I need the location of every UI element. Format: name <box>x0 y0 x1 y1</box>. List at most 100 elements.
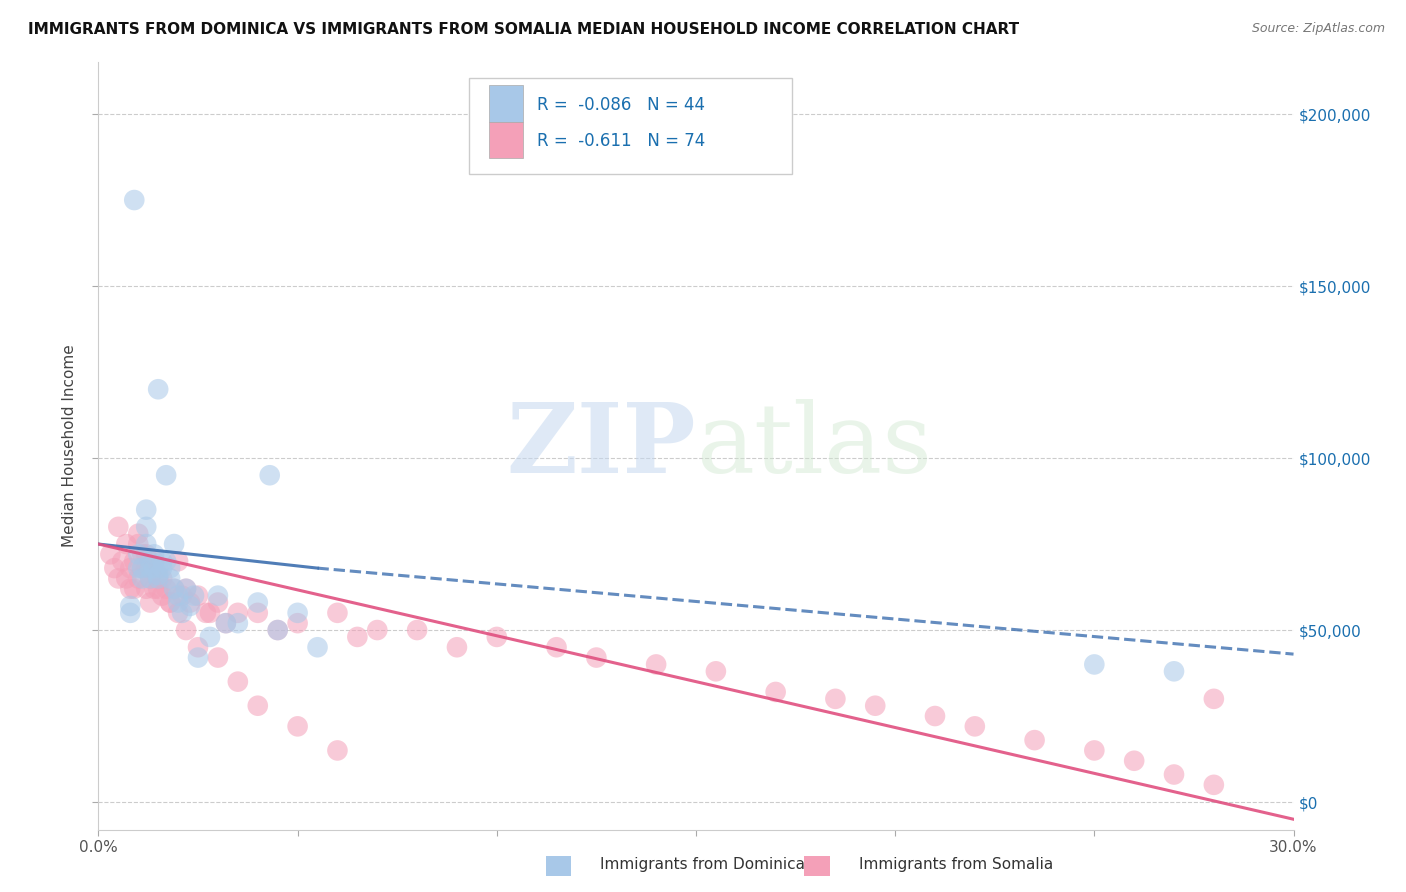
Point <box>150 561 173 575</box>
Point <box>187 650 209 665</box>
Point <box>215 616 238 631</box>
Point <box>127 561 149 575</box>
Point <box>195 606 218 620</box>
Point <box>172 606 194 620</box>
Point <box>120 606 142 620</box>
Point <box>139 571 162 585</box>
Point <box>163 582 186 596</box>
Point <box>865 698 887 713</box>
Point <box>115 537 138 551</box>
Point <box>187 589 209 603</box>
Point <box>127 571 149 585</box>
Text: R =  -0.086   N = 44: R = -0.086 N = 44 <box>537 95 704 113</box>
Point <box>159 561 181 575</box>
Point <box>139 554 162 568</box>
Point <box>198 606 221 620</box>
Point <box>226 616 249 631</box>
Point <box>307 640 329 655</box>
Point <box>585 650 607 665</box>
Point <box>107 520 129 534</box>
Point <box>127 537 149 551</box>
Point <box>183 589 205 603</box>
Text: Source: ZipAtlas.com: Source: ZipAtlas.com <box>1251 22 1385 36</box>
Point <box>207 650 229 665</box>
Point <box>963 719 986 733</box>
Point <box>135 502 157 516</box>
Point <box>207 595 229 609</box>
Point <box>546 640 568 655</box>
Point <box>226 674 249 689</box>
Point <box>111 554 134 568</box>
Point <box>124 554 146 568</box>
Point <box>207 589 229 603</box>
Point <box>267 623 290 637</box>
Point <box>198 630 221 644</box>
Point <box>167 595 190 609</box>
Point <box>167 554 190 568</box>
Point <box>124 193 146 207</box>
Point <box>115 571 138 585</box>
Point <box>366 623 388 637</box>
Point <box>1024 733 1046 747</box>
Point <box>120 561 142 575</box>
Text: Immigrants from Somalia: Immigrants from Somalia <box>859 857 1053 872</box>
Point <box>131 561 153 575</box>
Point <box>159 595 181 609</box>
Point <box>645 657 668 672</box>
Point <box>406 623 429 637</box>
Point <box>98 547 122 561</box>
Text: R =  -0.611   N = 74: R = -0.611 N = 74 <box>537 132 706 151</box>
Point <box>155 468 177 483</box>
Text: IMMIGRANTS FROM DOMINICA VS IMMIGRANTS FROM SOMALIA MEDIAN HOUSEHOLD INCOME CORR: IMMIGRANTS FROM DOMINICA VS IMMIGRANTS F… <box>28 22 1019 37</box>
Point <box>131 571 153 585</box>
Point <box>135 537 157 551</box>
Point <box>143 582 166 596</box>
Point <box>259 468 281 483</box>
Point <box>148 382 170 396</box>
Point <box>485 630 508 644</box>
Point <box>148 561 170 575</box>
Point <box>148 568 170 582</box>
Point <box>174 623 197 637</box>
Point <box>346 630 368 644</box>
Point <box>326 743 349 757</box>
Point <box>704 665 727 679</box>
FancyBboxPatch shape <box>489 121 523 158</box>
Point <box>226 606 249 620</box>
Point <box>127 547 149 561</box>
Text: Immigrants from Dominica: Immigrants from Dominica <box>600 857 806 872</box>
Point <box>246 606 269 620</box>
Point <box>135 561 157 575</box>
Point <box>1202 691 1225 706</box>
Point <box>135 520 157 534</box>
Point <box>139 595 162 609</box>
Point <box>120 582 142 596</box>
Point <box>179 599 201 613</box>
Point <box>446 640 468 655</box>
Point <box>107 571 129 585</box>
Point <box>824 691 846 706</box>
Point <box>187 640 209 655</box>
Point <box>1083 657 1105 672</box>
Point <box>139 561 162 575</box>
Point <box>246 595 269 609</box>
Point <box>179 595 201 609</box>
Point <box>150 589 173 603</box>
FancyBboxPatch shape <box>489 85 523 121</box>
Point <box>326 606 349 620</box>
Point <box>139 571 162 585</box>
Point <box>1083 743 1105 757</box>
Point <box>135 547 157 561</box>
Point <box>155 554 177 568</box>
Point <box>267 623 290 637</box>
Point <box>163 582 186 596</box>
Point <box>765 685 787 699</box>
Point <box>246 698 269 713</box>
Point <box>1163 767 1185 781</box>
Point <box>103 561 125 575</box>
Point <box>148 571 170 585</box>
Point <box>159 595 181 609</box>
Point <box>215 616 238 631</box>
Text: ZIP: ZIP <box>506 399 696 493</box>
Point <box>1123 754 1146 768</box>
